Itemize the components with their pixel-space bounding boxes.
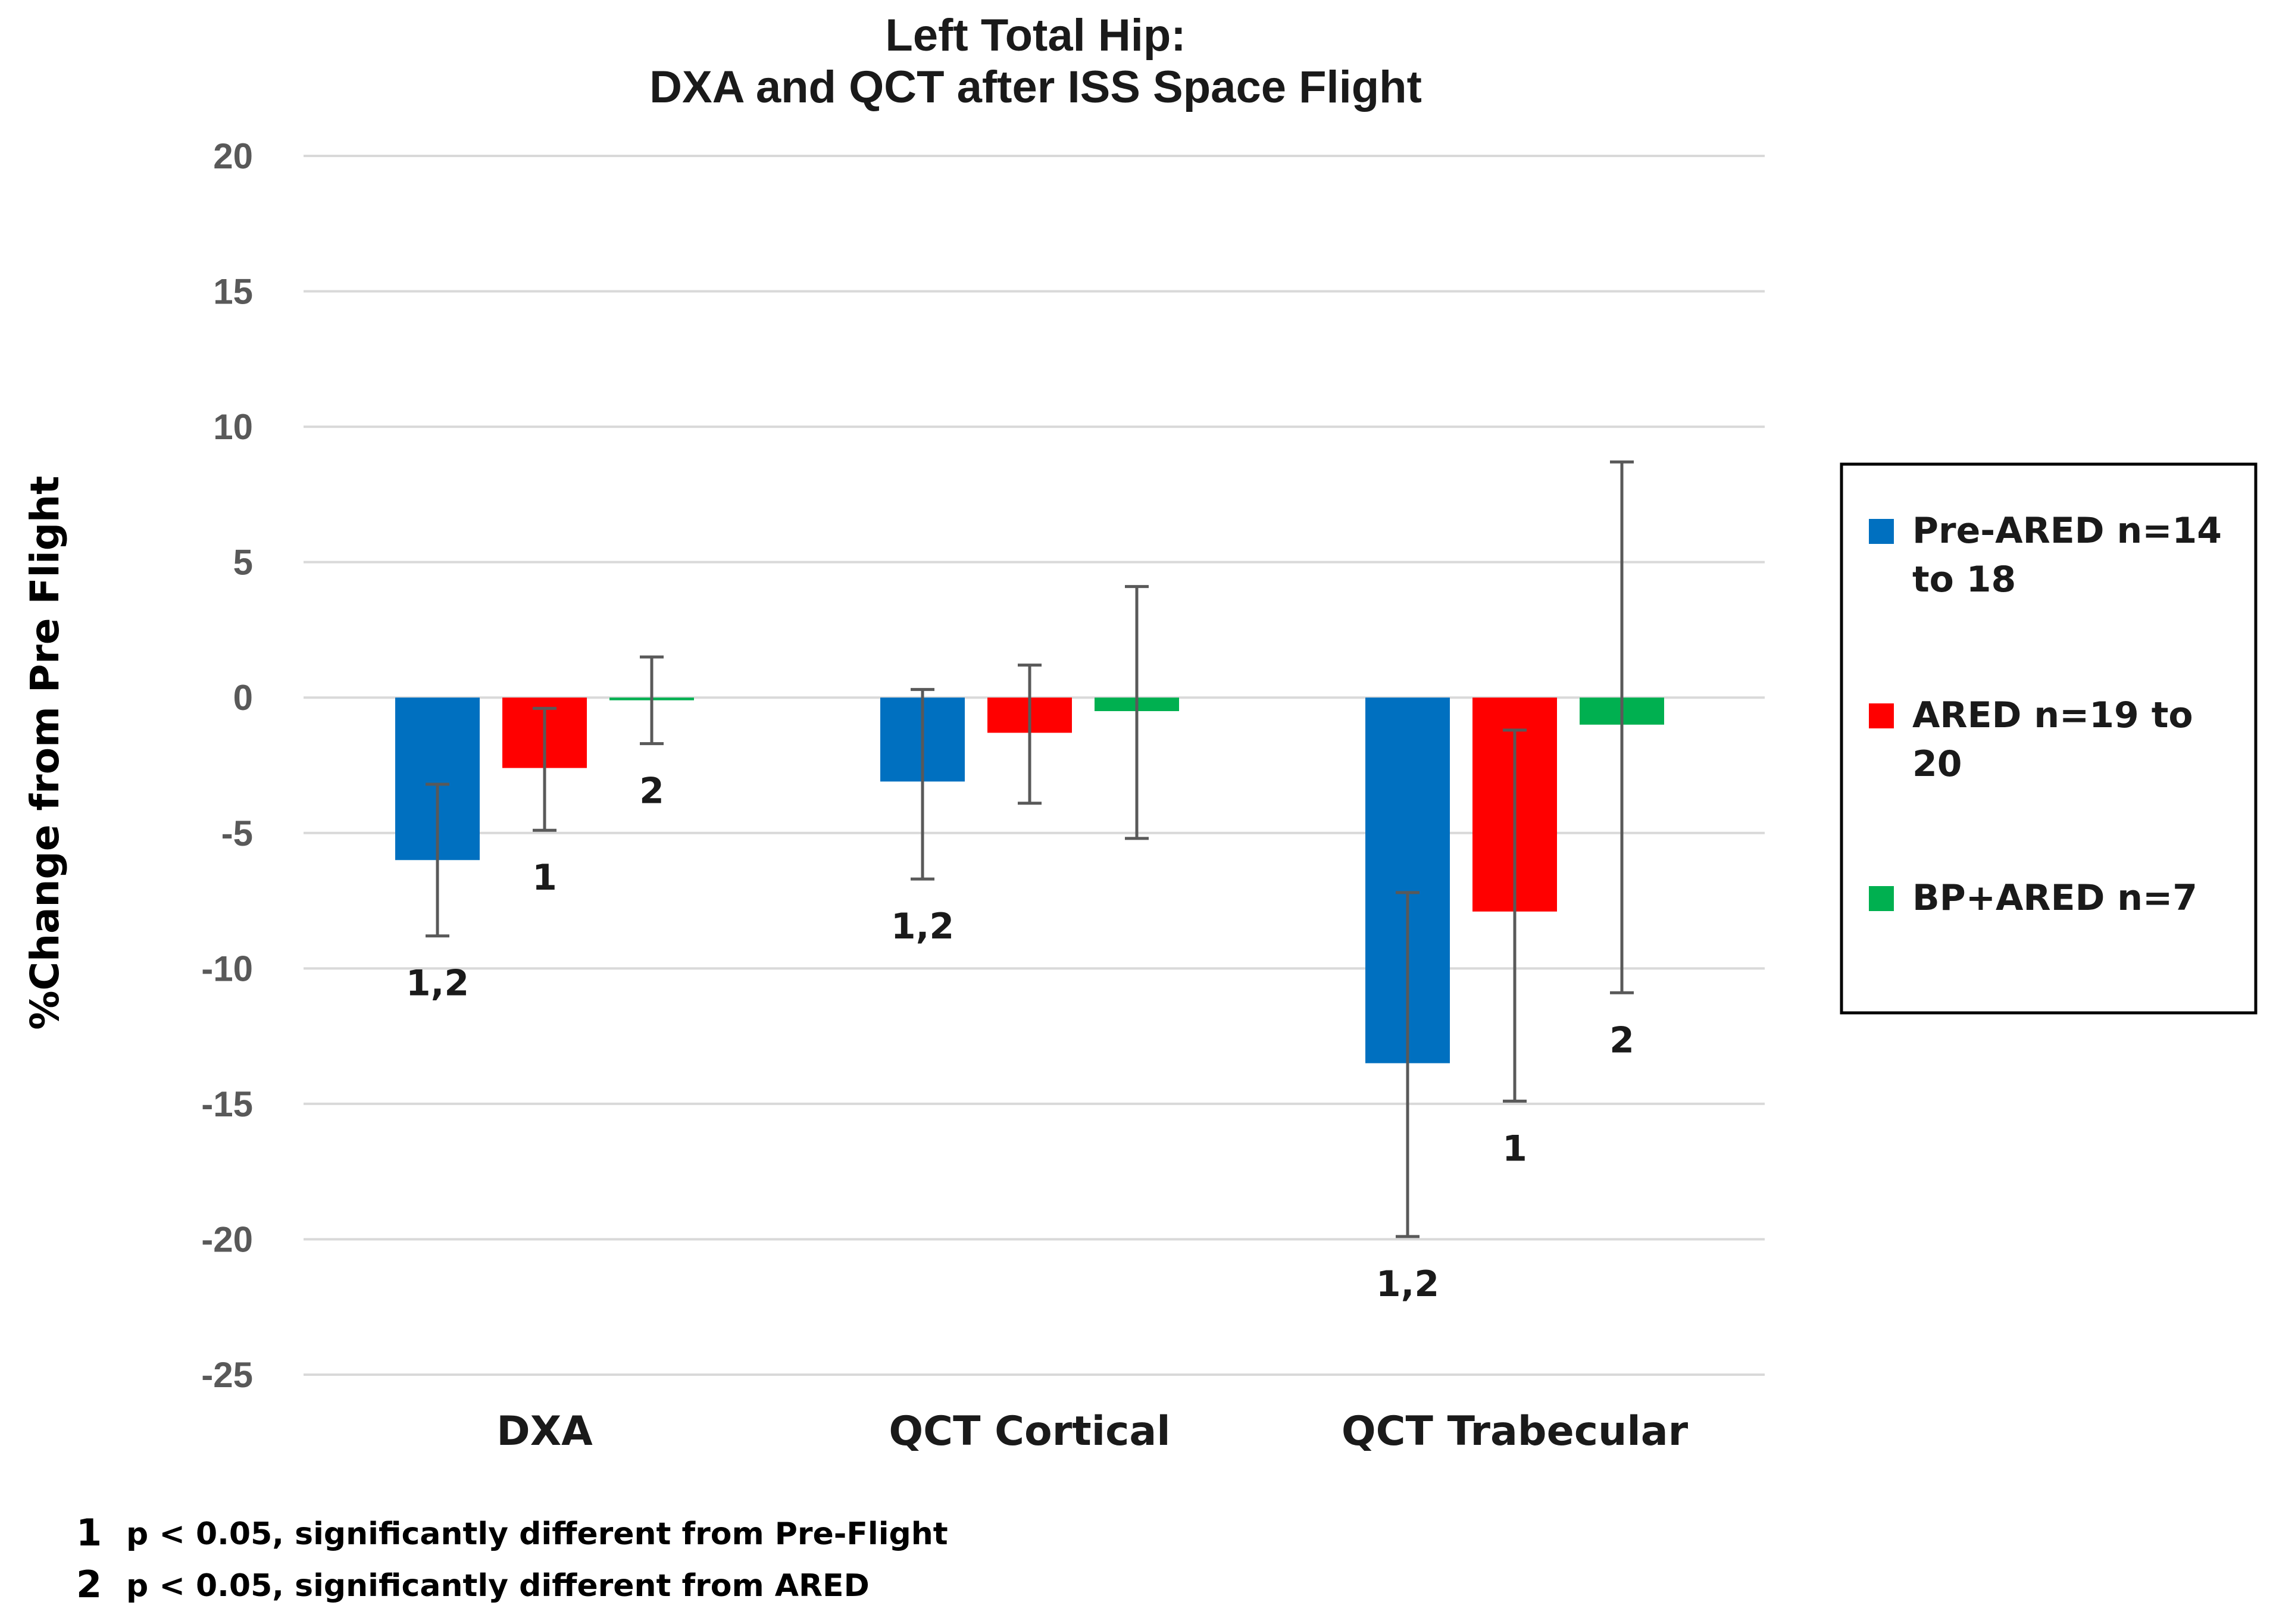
legend-label: ARED n=19 to <box>1912 694 2193 736</box>
error-bars <box>426 460 1634 1238</box>
footnotes: 1 p < 0.05, significantly different from… <box>76 1511 948 1606</box>
significance-label: 2 <box>1609 1019 1634 1061</box>
category-label: DXA <box>496 1408 593 1455</box>
legend-label: Pre-ARED n=14 <box>1912 510 2222 552</box>
y-tick-label: 20 <box>213 136 253 176</box>
significance-label: 2 <box>639 771 664 812</box>
legend: Pre-ARED n=14 to 18 ARED n=19 to 20 BP+ARED … <box>1840 462 2258 1015</box>
legend-marker <box>1869 519 1894 544</box>
significance-labels: 1,2 1,2 1,2 1 1 2 2 <box>406 771 1634 1305</box>
y-tick-label: 10 <box>213 407 253 447</box>
footnote-1-text: p < 0.05, significantly different from P… <box>126 1516 948 1552</box>
chart-title: Left Total Hip: <box>885 10 1186 61</box>
legend-marker <box>1869 703 1894 728</box>
y-tick-label: -15 <box>201 1084 253 1124</box>
legend-label: BP+ARED n=7 <box>1912 877 2197 919</box>
significance-label: 1 <box>1502 1128 1527 1169</box>
y-axis-ticks: 20 15 10 5 0 -5 -10 -15 -20 -25 <box>201 136 253 1395</box>
significance-label: 1,2 <box>406 963 469 1005</box>
footnote-1-number: 1 <box>76 1511 102 1554</box>
legend-box <box>1840 462 2258 1015</box>
footnote-2-number: 2 <box>76 1563 102 1606</box>
y-axis-label: %Change from Pre Flight <box>22 475 68 1030</box>
chart-subtitle: DXA and QCT after ISS Space Flight <box>649 62 1422 112</box>
y-tick-label: -20 <box>201 1219 253 1259</box>
footnote-2-text: p < 0.05, significantly different from A… <box>126 1568 870 1604</box>
significance-label: 1,2 <box>891 906 954 947</box>
y-tick-label: 5 <box>233 543 253 583</box>
y-tick-label: 15 <box>213 272 253 312</box>
legend-marker <box>1869 886 1894 911</box>
y-tick-label: -5 <box>221 813 253 853</box>
category-label: QCT Cortical <box>889 1408 1170 1455</box>
legend-label: to 18 <box>1912 559 2016 600</box>
y-tick-label: -10 <box>201 949 253 988</box>
significance-label: 1,2 <box>1376 1263 1439 1305</box>
y-tick-label: 0 <box>233 678 253 718</box>
y-tick-label: -25 <box>201 1355 253 1395</box>
x-axis-categories: DXA QCT Cortical QCT Trabecular <box>496 1408 1688 1455</box>
legend-label: 20 <box>1912 743 1962 785</box>
significance-label: 1 <box>532 857 557 899</box>
category-label: QCT Trabecular <box>1342 1408 1689 1455</box>
